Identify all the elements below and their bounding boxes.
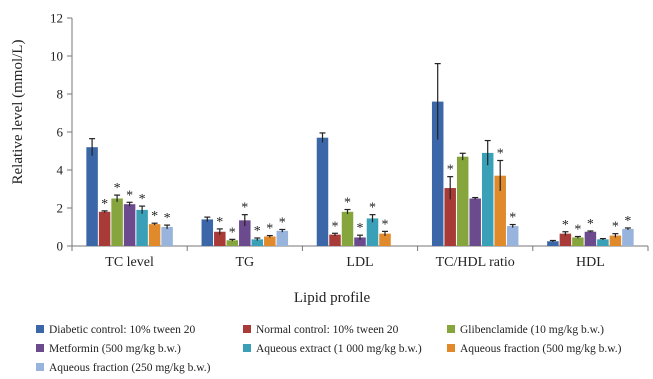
significance-marker: *	[114, 181, 121, 196]
y-tick-label: 12	[50, 11, 63, 26]
bar	[316, 137, 329, 246]
bar	[597, 239, 609, 246]
bar	[622, 228, 634, 246]
bar	[161, 227, 173, 246]
significance-marker: *	[612, 220, 619, 235]
significance-marker: *	[357, 221, 364, 236]
bar	[201, 219, 214, 246]
x-axis-title: Lipid profile	[294, 290, 371, 306]
legend-label: Diabetic control: 10% tween 20	[49, 324, 196, 336]
bar	[214, 231, 226, 246]
bar	[251, 239, 264, 246]
significance-marker: *	[369, 201, 376, 216]
significance-marker: *	[101, 197, 108, 212]
bar	[481, 152, 494, 246]
y-axis-title: Relative level (mmol/L)	[10, 40, 26, 185]
significance-marker: *	[574, 223, 581, 238]
legend-label: Normal control: 10% tween 20	[256, 324, 399, 336]
legend-swatch	[243, 325, 251, 333]
significance-marker: *	[279, 215, 286, 230]
legend-label: Metformin (500 mg/kg b.w.)	[49, 343, 181, 355]
bar	[506, 226, 519, 246]
bar	[239, 220, 251, 246]
category-label: HDL	[576, 255, 605, 270]
legend-swatch	[36, 344, 44, 352]
significance-marker: *	[344, 196, 351, 211]
legend-label: Aqueous fraction (500 mg/kg b.w.)	[460, 343, 622, 355]
bar	[86, 147, 98, 246]
significance-marker: *	[126, 188, 133, 203]
significance-marker: *	[139, 192, 146, 207]
y-tick-label: 10	[50, 49, 63, 64]
significance-marker: *	[624, 214, 631, 229]
bar	[609, 235, 622, 246]
category-label: LDL	[346, 255, 373, 270]
y-tick-label: 2	[57, 201, 64, 216]
bar	[469, 198, 481, 246]
bar	[547, 241, 559, 246]
y-tick-label: 8	[57, 87, 64, 102]
category-label: TG	[235, 255, 254, 270]
bar	[572, 237, 584, 246]
significance-marker: *	[216, 215, 223, 230]
significance-marker: *	[447, 163, 454, 178]
bar	[379, 233, 391, 246]
significance-marker: *	[587, 217, 594, 232]
legend-label: Aqueous fraction (250 mg/kg b.w.)	[49, 362, 211, 374]
bar	[264, 236, 276, 246]
legend: Diabetic control: 10% tween 20 Normal con…	[36, 324, 622, 374]
category-label: TC level	[105, 255, 154, 270]
significance-marker: *	[509, 211, 516, 226]
bar	[354, 237, 366, 246]
legend-swatch	[36, 325, 44, 333]
significance-marker: *	[382, 217, 389, 232]
legend-swatch	[447, 325, 455, 333]
bar	[584, 231, 597, 246]
bar	[136, 209, 148, 246]
bar	[329, 234, 341, 246]
significance-marker: *	[254, 224, 261, 239]
bar	[341, 211, 354, 246]
legend-label: Glibenclamide (10 mg/kg b.w.)	[460, 324, 604, 336]
bar	[111, 198, 123, 246]
bar	[98, 211, 111, 246]
y-tick-label: 0	[57, 239, 64, 254]
bar	[456, 156, 469, 246]
bar	[494, 175, 506, 246]
significance-marker: *	[562, 218, 569, 233]
bar	[431, 101, 444, 246]
legend-swatch	[36, 363, 44, 371]
bar	[559, 233, 572, 246]
category-label: TC/HDL ratio	[436, 255, 515, 270]
legend-swatch	[447, 344, 455, 352]
bar	[444, 188, 456, 246]
significance-marker: *	[266, 222, 273, 237]
bars: * * * * * * * * * * * * * * * * * * * * * * * * *	[86, 62, 634, 246]
bar	[276, 230, 289, 246]
y-tick-label: 6	[57, 125, 64, 140]
bar	[148, 224, 161, 246]
significance-marker: *	[332, 219, 339, 234]
significance-marker: *	[497, 147, 504, 162]
y-tick-label: 4	[57, 163, 64, 178]
legend-label: Aqueous extract (1 000 mg/kg b.w.)	[256, 343, 422, 355]
bar	[226, 240, 239, 246]
bar	[366, 218, 379, 246]
significance-marker: *	[164, 211, 171, 226]
significance-marker: *	[229, 225, 236, 240]
bar	[123, 204, 136, 246]
category-labels: TC level TG LDL TC/HDL ratio HDL	[105, 255, 604, 270]
significance-marker: *	[241, 201, 248, 216]
legend-swatch	[243, 344, 251, 352]
significance-marker: *	[151, 209, 158, 224]
